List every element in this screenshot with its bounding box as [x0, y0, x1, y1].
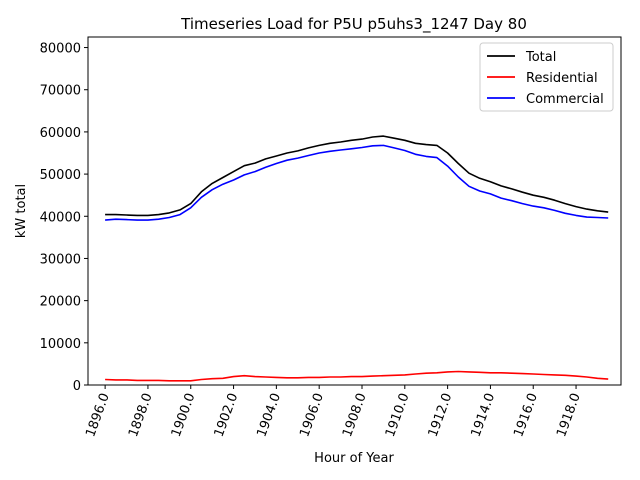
- x-axis-label: Hour of Year: [314, 451, 394, 466]
- legend-label-commercial: Commercial: [526, 92, 604, 107]
- series-line-residential: [105, 370, 609, 382]
- y-tick-label: 80000: [40, 42, 81, 57]
- y-tick-label: 50000: [40, 168, 81, 183]
- legend-label-total: Total: [525, 50, 556, 65]
- y-tick-label: 40000: [40, 210, 81, 225]
- y-tick-label: 20000: [40, 295, 81, 310]
- y-axis-label: kW total: [14, 184, 29, 238]
- y-tick-label: 0: [73, 379, 81, 394]
- legend-label-residential: Residential: [526, 71, 598, 86]
- chart-title: Timeseries Load for P5U p5uhs3_1247 Day …: [180, 15, 527, 34]
- series-line-total: [105, 135, 609, 217]
- plot-frame: [87, 36, 622, 386]
- y-tick-label: 10000: [40, 337, 81, 352]
- y-axis: 0 10000 20000 30000 40000 50000 60000 70000 8000…: [40, 42, 88, 394]
- y-tick-label: 60000: [40, 126, 81, 141]
- legend-frame: [479, 42, 614, 112]
- series-layer: [105, 135, 609, 382]
- legend: Total Residential Commercial: [479, 42, 614, 112]
- y-tick-label: 70000: [40, 84, 81, 99]
- y-tick-label: 30000: [40, 252, 81, 267]
- series-line-commercial: [105, 144, 609, 221]
